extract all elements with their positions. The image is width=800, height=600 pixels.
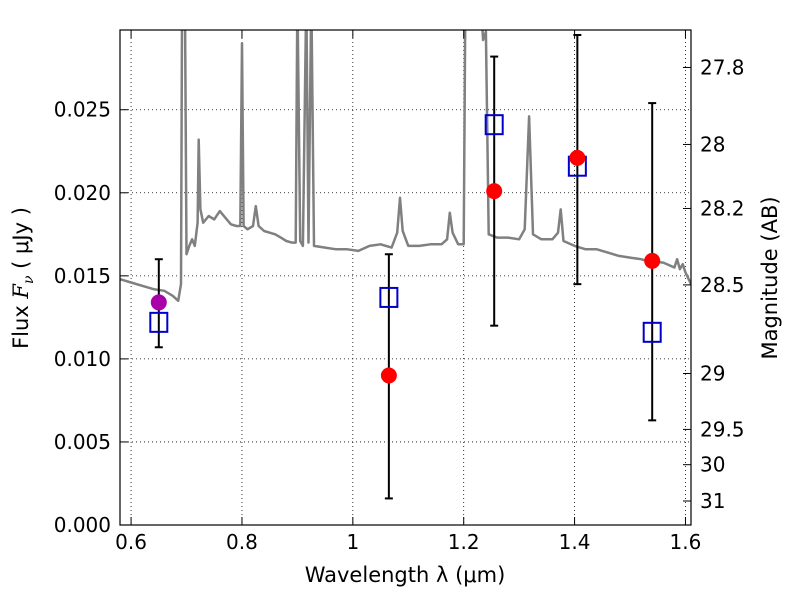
y-tick-label: 0.000 [54,513,111,537]
marker-layer [149,114,662,384]
plot-frame [119,29,692,526]
x-tick-label: 1.6 [670,530,702,554]
y-tick-label: 0.015 [54,264,111,288]
y-tick-label: 0.025 [54,98,111,122]
y-tick-label: 0.005 [54,430,111,454]
x-tick-label: 1 [346,530,359,554]
axis-ticks: 0.6 0.8 1 1.2 1.4 1.6 0.000 0.005 0.010 0.015 0.02… [54,30,745,554]
right-tick-label: 30 [700,453,725,477]
model-square-marker [379,286,399,308]
model-square-marker [149,311,169,333]
observed-circle-marker [644,252,661,269]
observed-circle-marker [380,367,397,384]
x-tick-label: 1.4 [559,530,591,554]
spectrum-layer [120,30,691,303]
right-tick-label: 28.5 [700,273,745,297]
right-tick-label: 28.2 [700,196,745,220]
x-tick-label: 0.8 [226,530,258,554]
x-axis-title: Wavelength λ (μm) [305,563,506,587]
y-tick-label: 0.010 [54,347,111,371]
right-tick-label: 27.8 [700,55,745,79]
y-axis-title: Flux Fν ( μJy ) [9,207,37,349]
model-square-marker [484,114,504,136]
observed-circle-marker [486,183,503,200]
y-tick-label: 0.020 [54,181,111,205]
right-tick-label: 31 [700,489,725,513]
observed-circle-marker [150,294,167,311]
right-tick-label: 29 [700,361,725,385]
right-tick-label: 28 [700,132,725,156]
model-square-marker [642,321,662,343]
grid-lines [120,30,691,526]
x-tick-label: 0.6 [115,530,147,554]
observed-circle-marker [569,149,586,166]
right-tick-label: 29.5 [700,417,745,441]
x-tick-label: 1.2 [448,530,480,554]
model-spectrum-line [120,30,691,303]
right-axis-title: Magnitude (AB) [758,196,782,359]
